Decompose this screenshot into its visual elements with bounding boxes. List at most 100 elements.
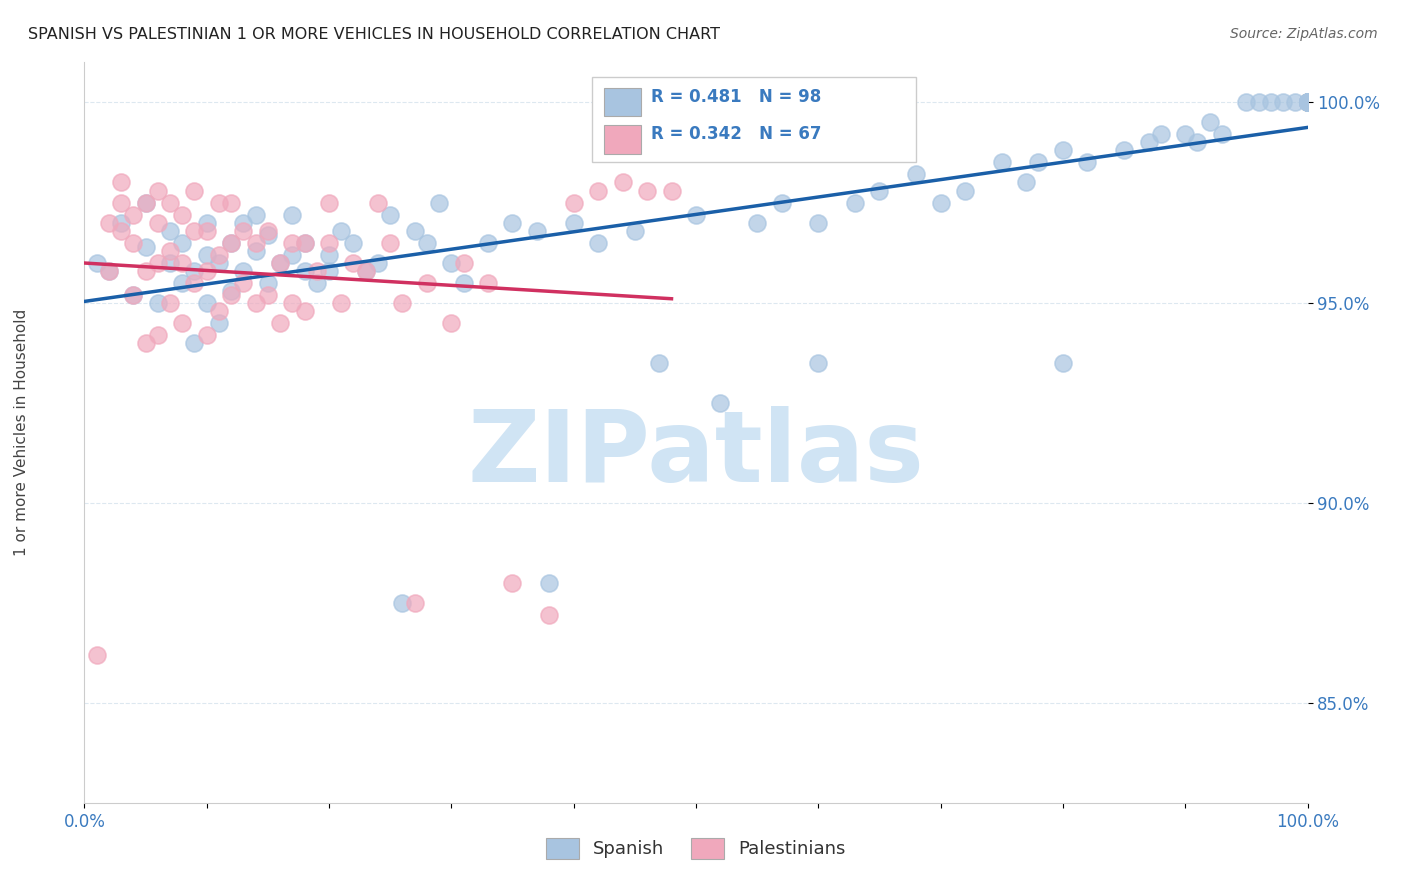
Point <box>110 215 132 229</box>
Point <box>219 287 242 301</box>
Point <box>110 195 132 210</box>
Point <box>195 223 218 237</box>
Point <box>110 176 132 190</box>
Y-axis label: 1 or more Vehicles in Household: 1 or more Vehicles in Household <box>14 309 28 557</box>
Point <box>502 215 524 229</box>
Point <box>807 355 830 369</box>
Point <box>208 255 231 269</box>
Point <box>1236 95 1258 110</box>
Point <box>318 263 340 277</box>
Point <box>1260 95 1282 110</box>
Point <box>146 295 169 310</box>
Point <box>122 287 145 301</box>
Point <box>367 255 389 269</box>
Point <box>245 235 267 250</box>
Point <box>232 223 254 237</box>
Point <box>648 355 671 369</box>
Point <box>257 227 280 242</box>
Point <box>685 207 707 221</box>
Point <box>146 255 169 269</box>
Point <box>219 235 242 250</box>
Point <box>172 276 194 290</box>
Point <box>477 235 499 250</box>
Point <box>257 223 280 237</box>
Text: R = 0.342   N = 67: R = 0.342 N = 67 <box>651 126 821 144</box>
FancyBboxPatch shape <box>605 126 641 153</box>
Point <box>1187 136 1209 150</box>
Point <box>869 184 891 198</box>
Point <box>172 316 194 330</box>
Point <box>330 295 353 310</box>
Point <box>844 195 866 210</box>
Point <box>269 255 291 269</box>
Point <box>354 263 377 277</box>
Point <box>110 223 132 237</box>
Point <box>135 335 157 350</box>
Point <box>991 155 1014 169</box>
Point <box>146 184 169 198</box>
Point <box>1150 128 1173 142</box>
Point <box>195 327 218 342</box>
Point <box>183 184 205 198</box>
Point <box>416 235 439 250</box>
Point <box>86 648 108 662</box>
Point <box>305 263 328 277</box>
Point <box>1076 155 1098 169</box>
Point <box>661 184 683 198</box>
Point <box>245 207 267 221</box>
Point <box>636 184 658 198</box>
Point <box>1296 95 1319 110</box>
Point <box>146 327 169 342</box>
Point <box>1296 95 1319 110</box>
Point <box>342 235 364 250</box>
Point <box>1114 144 1136 158</box>
Point <box>612 176 634 190</box>
Point <box>562 195 585 210</box>
Point <box>318 247 340 261</box>
Point <box>427 195 450 210</box>
Point <box>1296 95 1319 110</box>
Point <box>232 276 254 290</box>
Point <box>905 168 928 182</box>
Point <box>1137 136 1160 150</box>
Point <box>245 244 267 258</box>
Point <box>257 287 280 301</box>
FancyBboxPatch shape <box>605 88 641 117</box>
Point <box>208 303 231 318</box>
Point <box>953 184 976 198</box>
Point <box>770 195 793 210</box>
Point <box>624 223 647 237</box>
Point <box>86 255 108 269</box>
Point <box>172 235 194 250</box>
Point <box>586 235 609 250</box>
Point <box>1296 95 1319 110</box>
Point <box>1198 115 1220 129</box>
Point <box>330 223 353 237</box>
Point <box>183 335 205 350</box>
Point <box>562 215 585 229</box>
Point <box>440 316 463 330</box>
Point <box>1052 144 1074 158</box>
Point <box>747 215 769 229</box>
Point <box>1296 95 1319 110</box>
Point <box>294 235 316 250</box>
Point <box>526 223 548 237</box>
Point <box>1296 95 1319 110</box>
Point <box>195 295 218 310</box>
Point <box>318 235 340 250</box>
Point <box>172 207 194 221</box>
Point <box>122 207 145 221</box>
Text: ZIPatlas: ZIPatlas <box>468 407 924 503</box>
Point <box>219 284 242 298</box>
Point <box>245 295 267 310</box>
Point <box>135 263 157 277</box>
Point <box>391 596 413 610</box>
Point <box>135 195 157 210</box>
Point <box>208 195 231 210</box>
Point <box>440 255 463 269</box>
Point <box>929 195 952 210</box>
Point <box>1296 95 1319 110</box>
Point <box>97 263 120 277</box>
Point <box>1296 95 1319 110</box>
Point <box>159 223 181 237</box>
